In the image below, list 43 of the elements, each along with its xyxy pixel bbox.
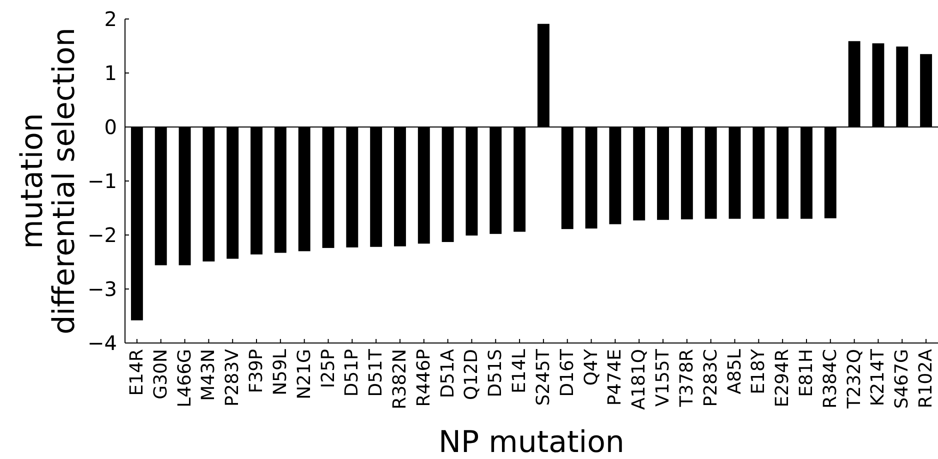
x-tick-label: G30N (150, 349, 172, 400)
x-tick-label: R384C (820, 349, 841, 408)
x-tick-label: E18Y (748, 348, 770, 394)
y-tick-label: 1 (104, 61, 117, 85)
x-tick-label: P283C (700, 349, 722, 407)
x-tick-label: R382N (389, 349, 410, 410)
x-tick-label: E14L (509, 349, 530, 394)
x-tick-label: I25P (318, 348, 339, 388)
x-tick-label: K214T (868, 348, 889, 406)
x-tick-label: N21G (294, 349, 315, 400)
x-tick-label: D51T (366, 348, 387, 397)
y-tick-label: −2 (88, 223, 117, 247)
x-tick-label: T378R (676, 349, 698, 408)
y-tick-label: −1 (88, 169, 117, 193)
x-tick-label: F39P (246, 348, 268, 394)
x-tick-label: R446P (413, 348, 434, 407)
x-tick-label: V155T (652, 348, 674, 407)
x-axis-title: NP mutation (438, 425, 624, 459)
x-tick-label: S245T (532, 348, 554, 406)
x-tick-label: A181Q (628, 349, 650, 410)
x-tick-label: D51A (437, 348, 458, 398)
x-tick-label: E294R (772, 349, 794, 408)
x-tick-label: E81H (796, 349, 817, 397)
x-tick-label: R102A (916, 348, 937, 408)
x-tick-label: Q12D (461, 349, 482, 400)
x-tick-label: P474E (604, 349, 626, 406)
x-tick-label: P283V (222, 348, 244, 407)
x-tick-label: D51P (342, 348, 363, 397)
y-tick-label: 2 (104, 7, 117, 31)
x-tick-label: L466G (174, 349, 196, 408)
x-tick-label: M43N (198, 349, 220, 401)
y-axis-title: mutation differential selection (15, 28, 82, 334)
y-tick-label: 0 (104, 115, 117, 139)
x-tick-label: D51S (485, 349, 506, 398)
x-tick-label: S467G (892, 349, 913, 409)
x-tick-label: E14R (126, 349, 148, 396)
x-tick-label: Q4Y (580, 348, 602, 386)
x-tick-label: D16T (556, 348, 578, 397)
y-tick-label: −4 (88, 331, 117, 355)
x-tick-label: A85L (724, 349, 746, 394)
y-tick-label: −3 (88, 277, 117, 301)
x-tick-label: T232Q (844, 349, 865, 410)
x-tick-label: N59L (270, 349, 291, 396)
